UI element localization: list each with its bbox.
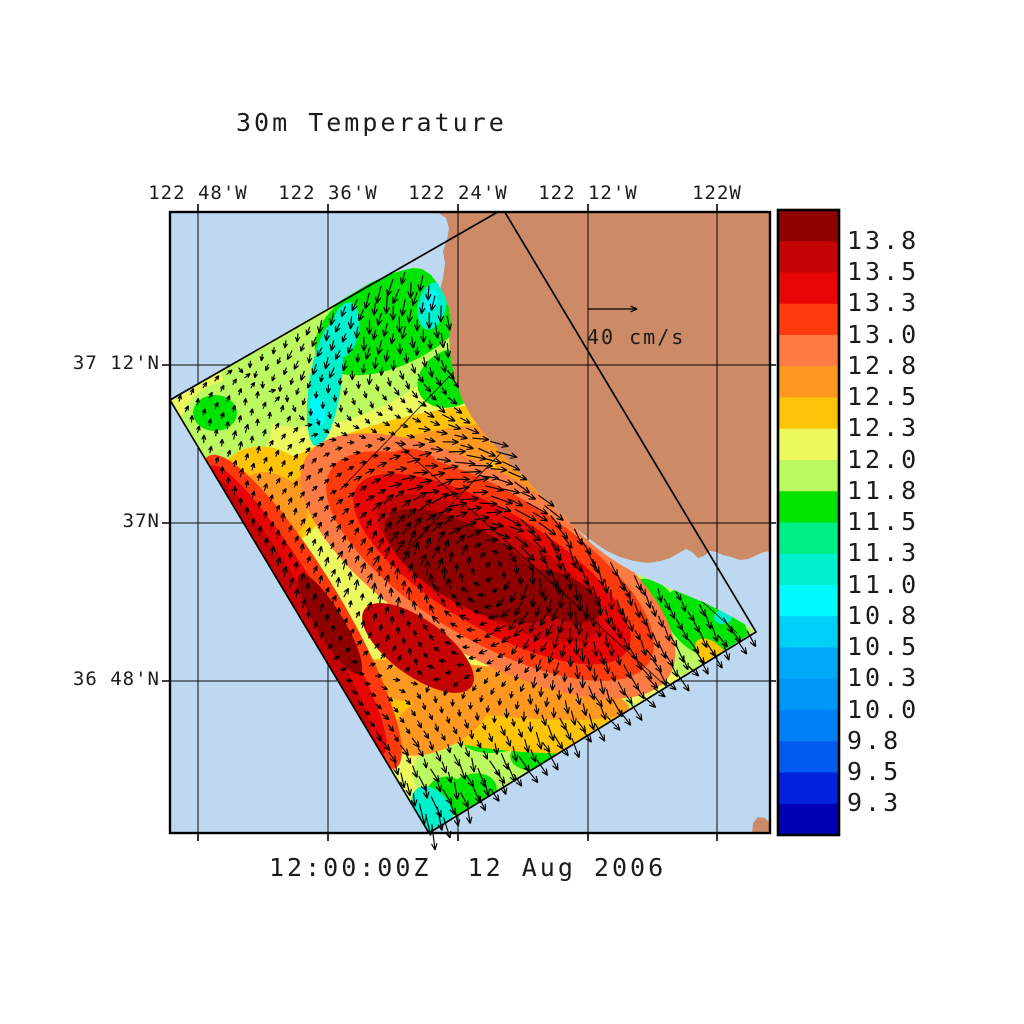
lat-tick-label: 36 48'N xyxy=(72,668,160,690)
land-fragment xyxy=(752,817,770,833)
colorbar-tick-label: 11.0 xyxy=(847,569,920,599)
colorbar-tick-label: 12.0 xyxy=(847,444,920,474)
colorbar-tick-label: 12.3 xyxy=(847,413,920,443)
colorbar-segment xyxy=(778,647,839,680)
colorbar-segment xyxy=(778,428,839,461)
colorbar-segment xyxy=(778,335,839,367)
plot-title: 30m Temperature xyxy=(236,108,507,137)
colorbar-segment xyxy=(778,397,839,430)
colorbar-tick-label: 11.3 xyxy=(847,538,920,568)
lon-tick-label: 122 12'W xyxy=(538,182,638,204)
colorbar-tick-label: 11.8 xyxy=(847,475,920,505)
colorbar-segment xyxy=(778,678,839,711)
colorbar-segment xyxy=(778,460,839,492)
temperature-field xyxy=(171,268,755,833)
colorbar-tick-label: 10.0 xyxy=(847,694,920,724)
colorbar-tick-label: 9.3 xyxy=(847,788,902,818)
colorbar-tick-label: 9.5 xyxy=(847,757,902,786)
colorbar-segment xyxy=(778,772,839,805)
colorbar-segment xyxy=(778,803,839,836)
current-vector-arrows xyxy=(177,271,757,851)
colorbar-tick-label: 12.5 xyxy=(847,382,920,411)
lat-tick-label: 37N xyxy=(122,510,160,532)
colorbar-segment xyxy=(778,491,839,523)
datetime-label: 12:00:00Z 12 Aug 2006 xyxy=(269,853,667,882)
colorbar-segment xyxy=(778,210,839,242)
colorbar-tick-label: 13.8 xyxy=(847,225,920,255)
colorbar-tick-label: 10.3 xyxy=(847,663,920,693)
colorbar-tick-label: 9.8 xyxy=(847,725,902,755)
inner-grid-lines xyxy=(339,331,738,689)
colorbar-segment xyxy=(778,616,839,648)
colorbar-segment xyxy=(778,710,839,742)
colorbar-tick-label: 11.5 xyxy=(847,507,920,536)
vector-scale-label: 40 cm/s xyxy=(587,325,686,349)
colorbar-tick-label: 10.5 xyxy=(847,632,920,661)
colorbar-segment xyxy=(778,303,839,336)
colorbar-segment xyxy=(778,553,839,586)
colorbar-tick-label: 10.8 xyxy=(847,600,920,630)
colorbar-tick-label: 12.8 xyxy=(847,350,920,380)
colorbar-tick-label: 13.3 xyxy=(847,288,920,318)
colorbar-segment xyxy=(778,741,839,773)
colorbar xyxy=(776,208,841,837)
colorbar-segment xyxy=(778,522,839,555)
colorbar-border xyxy=(776,208,841,837)
colorbar-segment xyxy=(778,585,839,617)
lon-tick-label: 122 24'W xyxy=(408,182,508,204)
lon-tick-label: 122 36'W xyxy=(278,182,378,204)
lon-tick-label: 122W xyxy=(692,182,742,204)
axis-ticks xyxy=(162,204,776,841)
reference-arrow xyxy=(588,305,638,313)
colorbar-segment xyxy=(778,272,839,305)
map-area xyxy=(170,212,770,833)
colorbar-tick-label: 13.0 xyxy=(847,319,920,349)
model-domain-outline xyxy=(170,212,758,833)
colorbar-segment xyxy=(778,241,839,273)
lon-tick-label: 122 48'W xyxy=(148,182,248,204)
lat-tick-label: 37 12'N xyxy=(72,352,160,374)
colorbar-tick-label: 13.5 xyxy=(847,257,920,286)
colorbar-segment xyxy=(778,366,839,398)
